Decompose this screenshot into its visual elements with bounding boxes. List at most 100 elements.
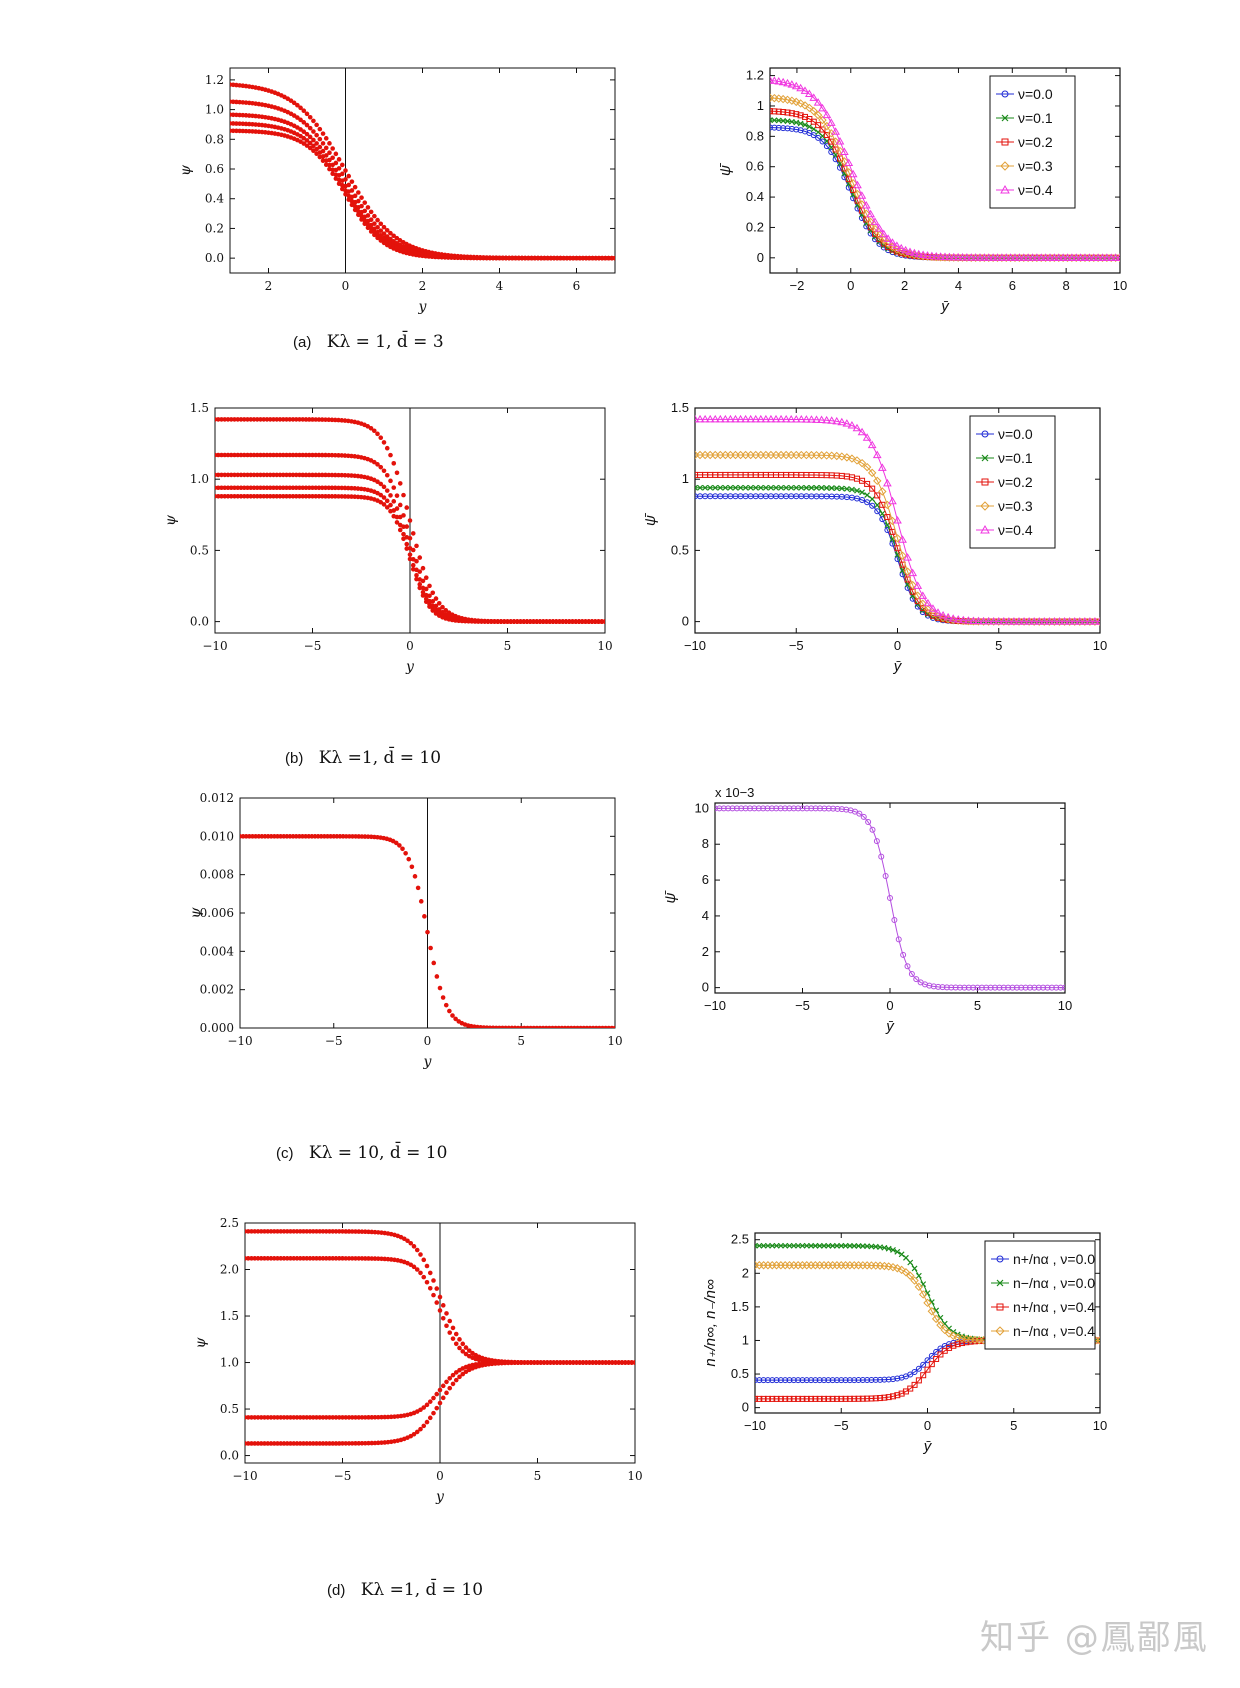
data-point (500, 255, 506, 261)
data-point (762, 484, 769, 491)
data-point (833, 485, 840, 492)
data-point (837, 417, 847, 426)
data-point (319, 494, 325, 499)
data-point (261, 493, 267, 499)
x-tick-label: 5 (534, 1469, 542, 1483)
data-point (369, 1229, 375, 1235)
data-point (251, 452, 257, 458)
data-point (733, 805, 740, 812)
data-point (238, 485, 244, 491)
data-point (317, 1229, 323, 1234)
data-point (317, 136, 323, 142)
data-point (872, 1376, 879, 1383)
x-tick-label: 10 (1113, 278, 1127, 293)
data-point (323, 417, 328, 422)
data-point (603, 1360, 609, 1365)
data-point (829, 1395, 836, 1402)
data-point (388, 478, 393, 484)
x-tick-label: 6 (573, 279, 581, 293)
data-point (760, 805, 767, 812)
data-point (271, 493, 276, 499)
data-point (400, 846, 405, 852)
data-point (339, 472, 345, 478)
y-tick-label: 1 (757, 98, 764, 113)
data-point (342, 494, 348, 499)
data-point (327, 157, 332, 163)
data-point (362, 1440, 368, 1446)
data-point (425, 929, 430, 935)
data-point (769, 1242, 776, 1249)
data-point (427, 1399, 433, 1404)
data-point (225, 485, 231, 491)
data-point (867, 440, 877, 449)
data-point (888, 496, 897, 505)
data-point (255, 1441, 261, 1446)
y-tick-label: 0.2 (205, 221, 224, 235)
data-point (808, 805, 815, 812)
data-point (349, 188, 355, 193)
data-point (548, 255, 554, 261)
y-tick-label: 0.5 (731, 1366, 749, 1381)
data-point (235, 485, 241, 491)
data-point (873, 476, 882, 486)
data-point (336, 1415, 342, 1420)
data-point (1015, 253, 1024, 261)
data-point (397, 527, 403, 533)
data-point (908, 580, 917, 590)
data-point (317, 1256, 323, 1261)
data-point (401, 531, 406, 537)
data-point (1039, 617, 1049, 625)
data-point (705, 414, 715, 423)
x-tick-label: 0 (886, 998, 893, 1013)
data-point (384, 505, 390, 510)
data-point (817, 415, 826, 424)
data-point (587, 255, 592, 261)
data-point (1076, 253, 1085, 261)
data-point (262, 1415, 267, 1420)
y-tick-label: 0 (757, 250, 764, 265)
data-point (280, 417, 286, 422)
data-point (803, 1377, 810, 1384)
data-point (786, 1395, 793, 1402)
data-point (822, 415, 831, 424)
data-point (796, 99, 805, 108)
data-point (966, 253, 976, 261)
data-point (388, 502, 393, 508)
data-point (816, 1395, 823, 1402)
data-point (879, 501, 886, 508)
data-point (403, 850, 408, 856)
data-point (999, 617, 1009, 625)
data-point (831, 127, 840, 135)
data-point (434, 1300, 440, 1305)
data-point (293, 452, 299, 458)
data-point (786, 805, 793, 812)
data-point (359, 1256, 365, 1261)
data-point (362, 1415, 368, 1420)
data-point (457, 1374, 462, 1380)
data-point (320, 1256, 326, 1261)
data-point (1044, 984, 1051, 991)
data-point (838, 1395, 845, 1402)
data-point (417, 582, 423, 587)
data-point (545, 255, 550, 261)
data-point (838, 1242, 845, 1249)
legend-marker (1000, 161, 1010, 171)
caption-a-math: Kλ = 1, d̄ = 3 (326, 332, 444, 352)
data-point (245, 1415, 251, 1420)
data-point (574, 1360, 579, 1365)
data-point (869, 496, 876, 503)
data-point (885, 1245, 892, 1252)
data-point (612, 1025, 615, 1028)
data-point (428, 945, 433, 951)
data-point (368, 209, 374, 215)
data-point (349, 1256, 355, 1261)
data-point (277, 452, 283, 458)
data-point (265, 1415, 271, 1420)
data-point (1089, 253, 1099, 261)
x-tick-label: 10 (1058, 998, 1072, 1013)
data-point (436, 601, 442, 606)
x-tick-label: −10 (227, 1034, 252, 1048)
data-point (583, 255, 589, 261)
data-point (776, 414, 786, 423)
data-point (323, 472, 328, 478)
